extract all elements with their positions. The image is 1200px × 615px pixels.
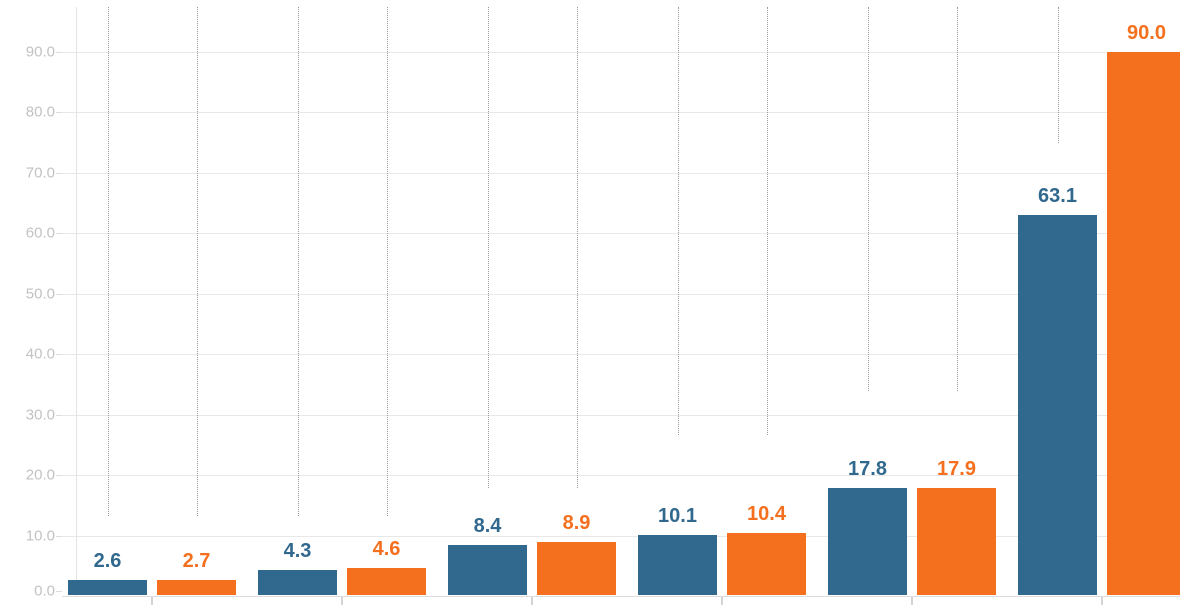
gridline — [62, 52, 1180, 53]
drop-line — [956, 7, 958, 391]
x-axis-line — [62, 596, 1180, 597]
gridline — [62, 414, 1180, 416]
bar-value-label: 90.0 — [1127, 22, 1166, 44]
x-axis-tick — [151, 597, 153, 605]
drop-line — [196, 7, 198, 517]
gridline — [62, 354, 1180, 356]
x-axis-tick — [341, 597, 343, 605]
y-axis-tick — [56, 52, 62, 53]
bar-value-label: 4.6 — [372, 538, 401, 561]
y-axis-tick-label: 30.0 — [25, 406, 55, 424]
y-axis-tick — [56, 414, 62, 416]
drop-line — [487, 7, 489, 489]
bar — [157, 579, 236, 595]
drop-line — [297, 7, 299, 517]
drop-line — [867, 7, 869, 391]
bar-value-label: 10.1 — [658, 505, 697, 527]
gridline — [62, 475, 1180, 477]
bar — [917, 487, 996, 595]
y-axis-tick — [56, 354, 62, 356]
drop-line — [677, 7, 679, 436]
gridline — [62, 172, 1180, 174]
bar — [638, 535, 717, 595]
bar-value-label: 8.4 — [473, 515, 502, 538]
plot-left-edge-line — [76, 7, 77, 596]
bar-value-label: 63.1 — [1038, 184, 1077, 207]
y-axis-tick — [56, 233, 62, 235]
bar — [1018, 214, 1097, 595]
bar — [1107, 52, 1180, 595]
bar — [258, 570, 337, 595]
y-axis-tick-label: 80.0 — [25, 103, 55, 121]
gridline — [62, 112, 1180, 114]
y-axis-tick-label: 10.0 — [25, 527, 55, 545]
bar-value-label: 2.7 — [182, 549, 211, 572]
bar-value-label: 10.4 — [747, 503, 786, 526]
y-axis-tick-label: 0.0 — [34, 582, 55, 600]
gridline — [62, 535, 1180, 537]
bar — [828, 488, 907, 595]
bar — [537, 542, 616, 595]
y-axis-tick-label: 20.0 — [25, 466, 55, 484]
drop-line — [766, 7, 768, 436]
drop-line — [576, 7, 578, 489]
y-axis-tick-label: 90.0 — [25, 43, 55, 61]
bar-value-label: 17.8 — [848, 458, 887, 481]
x-axis-tick — [1101, 597, 1103, 605]
bar-value-label: 2.6 — [93, 550, 122, 573]
bar — [68, 580, 147, 595]
gridline — [62, 293, 1180, 295]
y-axis-tick — [56, 172, 62, 174]
bar — [727, 533, 806, 595]
x-axis-tick — [531, 597, 533, 605]
bar-value-label: 4.3 — [283, 540, 312, 562]
y-axis-tick-label: 70.0 — [25, 164, 55, 182]
gridline — [62, 233, 1180, 235]
y-axis-tick-label: 50.0 — [25, 285, 55, 303]
y-axis-tick-label: 40.0 — [25, 345, 55, 363]
drop-line — [1057, 7, 1059, 143]
drop-line — [386, 7, 388, 517]
drop-line — [107, 7, 109, 517]
bar-value-label: 17.9 — [937, 457, 976, 480]
y-axis-tick — [56, 535, 62, 537]
bar-value-label: 8.9 — [562, 512, 591, 535]
x-axis-tick — [911, 597, 913, 605]
y-axis-tick — [56, 591, 62, 592]
bar — [448, 545, 527, 595]
x-axis-tick — [721, 597, 723, 605]
y-axis-tick — [56, 293, 62, 295]
y-axis-tick — [56, 112, 62, 114]
y-axis-tick-label: 60.0 — [25, 224, 55, 242]
y-axis-tick — [56, 475, 62, 477]
bar — [347, 568, 426, 595]
